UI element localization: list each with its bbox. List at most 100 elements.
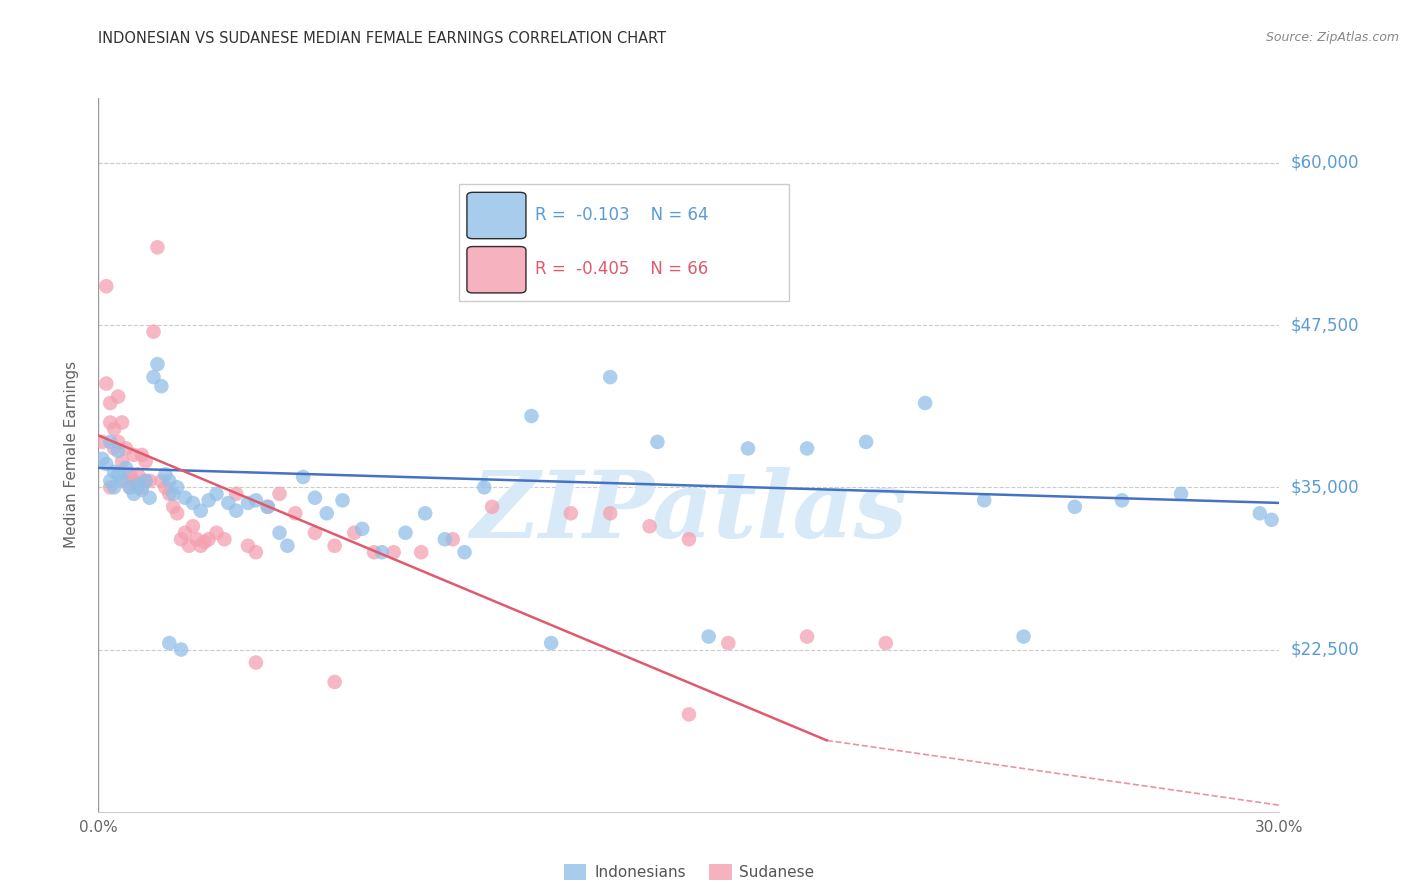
Point bbox=[150, 379, 173, 393]
Point bbox=[717, 636, 740, 650]
Point bbox=[103, 442, 125, 456]
Point bbox=[115, 474, 138, 488]
Point bbox=[98, 434, 121, 449]
Point bbox=[292, 470, 315, 484]
Point bbox=[453, 545, 475, 559]
Point bbox=[181, 496, 204, 510]
Text: $22,500: $22,500 bbox=[1291, 640, 1360, 658]
Point bbox=[96, 457, 118, 471]
Point bbox=[481, 500, 503, 514]
Y-axis label: Median Female Earnings: Median Female Earnings bbox=[65, 361, 79, 549]
Point bbox=[323, 539, 346, 553]
Point bbox=[332, 493, 354, 508]
Point bbox=[111, 416, 134, 430]
Point bbox=[371, 545, 394, 559]
Point bbox=[647, 434, 669, 449]
Text: $35,000: $35,000 bbox=[1291, 478, 1360, 496]
Point bbox=[1111, 493, 1133, 508]
Point bbox=[875, 636, 897, 650]
Point bbox=[166, 480, 188, 494]
Point bbox=[540, 636, 562, 650]
Point bbox=[441, 533, 464, 547]
Point bbox=[245, 545, 267, 559]
Point bbox=[135, 474, 157, 488]
Point bbox=[138, 474, 160, 488]
Point bbox=[433, 533, 456, 547]
Point bbox=[343, 525, 366, 540]
Point bbox=[146, 357, 169, 371]
Point bbox=[323, 675, 346, 690]
Point bbox=[225, 487, 247, 501]
Point bbox=[256, 500, 278, 514]
Point bbox=[103, 465, 125, 479]
Point bbox=[256, 500, 278, 514]
Point bbox=[131, 448, 153, 462]
Text: ZIPatlas: ZIPatlas bbox=[471, 467, 907, 557]
Point bbox=[138, 491, 160, 505]
Text: $47,500: $47,500 bbox=[1291, 316, 1360, 334]
Point bbox=[1260, 513, 1282, 527]
Point bbox=[135, 474, 157, 488]
Text: Source: ZipAtlas.com: Source: ZipAtlas.com bbox=[1265, 31, 1399, 45]
Point bbox=[269, 487, 291, 501]
Point bbox=[127, 467, 149, 482]
Point bbox=[118, 467, 141, 482]
Text: R =  -0.103    N = 64: R = -0.103 N = 64 bbox=[536, 206, 709, 224]
Point bbox=[796, 630, 818, 644]
Point bbox=[150, 474, 173, 488]
Text: INDONESIAN VS SUDANESE MEDIAN FEMALE EARNINGS CORRELATION CHART: INDONESIAN VS SUDANESE MEDIAN FEMALE EAR… bbox=[98, 31, 666, 46]
Point bbox=[157, 474, 180, 488]
Point bbox=[560, 506, 582, 520]
Point bbox=[131, 480, 153, 494]
Point bbox=[855, 434, 877, 449]
Point bbox=[142, 370, 165, 384]
Point bbox=[973, 493, 995, 508]
Point bbox=[697, 630, 720, 644]
Point bbox=[98, 396, 121, 410]
Point bbox=[170, 642, 193, 657]
Point bbox=[96, 279, 118, 293]
Point bbox=[225, 504, 247, 518]
Point bbox=[413, 506, 436, 520]
Point bbox=[146, 240, 169, 254]
Point bbox=[103, 422, 125, 436]
Point bbox=[98, 480, 121, 494]
Point bbox=[236, 496, 259, 510]
Point bbox=[115, 442, 138, 456]
Point bbox=[1249, 506, 1271, 520]
Point bbox=[1012, 630, 1035, 644]
Point bbox=[914, 396, 936, 410]
Point bbox=[91, 434, 114, 449]
Point bbox=[205, 487, 228, 501]
Point bbox=[107, 390, 129, 404]
Point bbox=[135, 454, 157, 468]
Point bbox=[217, 496, 239, 510]
Point bbox=[205, 525, 228, 540]
Point bbox=[236, 539, 259, 553]
Point bbox=[122, 448, 145, 462]
Point bbox=[107, 434, 129, 449]
Point bbox=[107, 467, 129, 482]
Point bbox=[315, 506, 337, 520]
Point bbox=[214, 533, 236, 547]
Point bbox=[363, 545, 385, 559]
Point bbox=[118, 480, 141, 494]
Text: $60,000: $60,000 bbox=[1291, 154, 1360, 172]
Point bbox=[181, 519, 204, 533]
Point bbox=[737, 442, 759, 456]
Point bbox=[304, 525, 326, 540]
Point bbox=[1170, 487, 1192, 501]
Point bbox=[157, 487, 180, 501]
FancyBboxPatch shape bbox=[458, 184, 789, 301]
Point bbox=[122, 474, 145, 488]
Point bbox=[382, 545, 405, 559]
Point bbox=[197, 493, 219, 508]
Point bbox=[678, 707, 700, 722]
Point bbox=[107, 444, 129, 458]
Point bbox=[245, 493, 267, 508]
Point bbox=[177, 539, 200, 553]
Point bbox=[111, 454, 134, 468]
Point bbox=[638, 519, 661, 533]
Point bbox=[162, 487, 184, 501]
Point bbox=[118, 480, 141, 494]
